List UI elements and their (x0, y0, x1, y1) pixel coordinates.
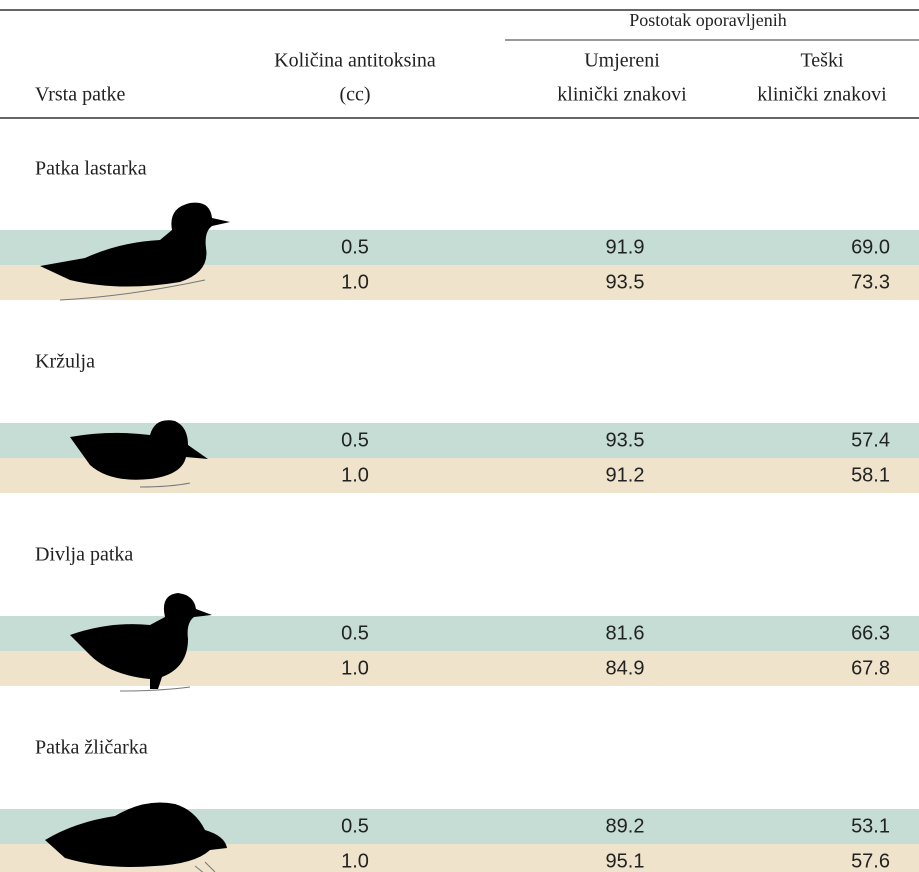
column-header: Teški (800, 50, 843, 72)
column-header: klinički znakovi (557, 84, 687, 106)
cell: 89.2 (606, 815, 645, 837)
cell: 93.5 (606, 271, 645, 293)
cell: 69.0 (851, 236, 890, 258)
section-label: Kržulja (35, 351, 95, 373)
duck-icons (40, 203, 230, 872)
cell: 1.0 (341, 464, 369, 486)
cell: 0.5 (341, 622, 369, 644)
page: Postotak oporavljenih Vrsta patke Količi… (0, 0, 919, 872)
cell: 73.3 (851, 271, 890, 293)
section-label: Patka žličarka (35, 737, 148, 759)
cell: 57.6 (851, 850, 890, 872)
cell: 0.5 (341, 815, 369, 837)
group-header: Postotak oporavljenih (629, 10, 786, 30)
cell: 66.3 (851, 622, 890, 644)
cell: 91.9 (606, 236, 645, 258)
section-label: Patka lastarka (35, 158, 147, 180)
cell: 81.6 (606, 622, 645, 644)
cell: 1.0 (341, 271, 369, 293)
column-header: Umjereni (584, 50, 660, 72)
cell: 53.1 (851, 815, 890, 837)
section-label: Divlja patka (35, 544, 133, 566)
cell: 84.9 (606, 657, 645, 679)
column-header: Količina antitoksina (274, 50, 436, 72)
cell: 91.2 (606, 464, 645, 486)
cell: 95.1 (606, 850, 645, 872)
cell: 0.5 (341, 236, 369, 258)
cell: 58.1 (851, 464, 890, 486)
table: Postotak oporavljenih Vrsta patke Količi… (0, 0, 919, 872)
row-bands (0, 230, 919, 872)
column-header: klinički znakovi (757, 84, 887, 106)
cell: 1.0 (341, 657, 369, 679)
cell: 1.0 (341, 850, 369, 872)
column-header: Vrsta patke (35, 84, 126, 106)
cell: 93.5 (606, 429, 645, 451)
cell: 67.8 (851, 657, 890, 679)
cell: 57.4 (851, 429, 890, 451)
cell: 0.5 (341, 429, 369, 451)
column-header: (cc) (339, 84, 370, 106)
